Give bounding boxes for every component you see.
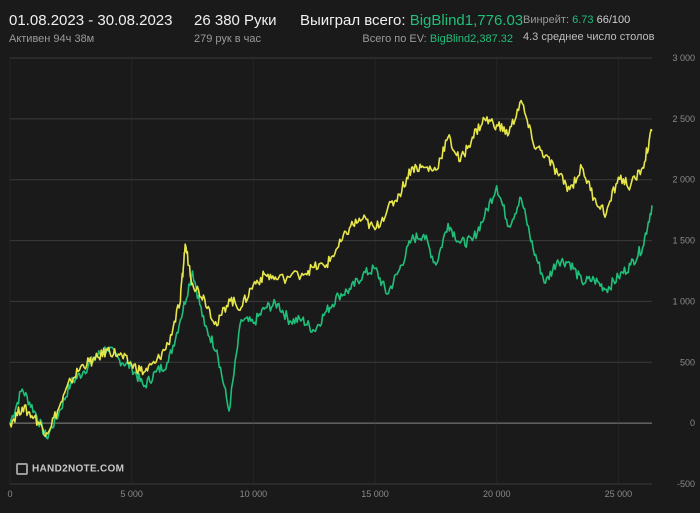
y-tick-label: 3 000 (672, 53, 695, 63)
date-range[interactable]: 01.08.2023 - 30.08.2023 (9, 12, 173, 29)
winrate-value: 6.73 (572, 14, 594, 26)
avg-tables: 4.3 среднее число столов (523, 31, 655, 43)
active-time: Активен 94ч 38м (9, 33, 95, 45)
x-tick-label: 10 000 (240, 489, 268, 499)
ev-series-line (9, 185, 653, 440)
won-value: BigBlind1,776.03 (409, 12, 524, 29)
hand2note-logo: HAND2NOTE.COM (16, 463, 124, 475)
x-tick-label: 5 000 (120, 489, 143, 499)
ev-label: Всего по EV: (362, 33, 427, 45)
grid (9, 57, 652, 485)
ev-value: BigBlind2,387.32 (429, 33, 513, 45)
x-tick-label: 15 000 (361, 489, 389, 499)
x-tick-label: 0 (7, 489, 12, 499)
hands-per-hour: 279 рук в час (194, 33, 262, 45)
x-tick-label: 25 000 (605, 489, 633, 499)
winrate: Винрейт: 6.73 66/100 (523, 14, 630, 26)
y-tick-label: 0 (690, 418, 695, 428)
won-total: Выиграл всего: BigBlind1,776.03 (300, 12, 523, 29)
winrate-label: Винрейт: (523, 14, 570, 26)
y-tick-label: 1 500 (672, 236, 695, 246)
x-axis-ticks: 0 5 000 10 000 15 000 20 000 25 000 (7, 489, 632, 499)
y-tick-label: -500 (677, 479, 695, 489)
hand2note-mark-icon (16, 463, 28, 475)
y-tick-label: 1 000 (672, 296, 695, 306)
logo-text: HAND2NOTE.COM (32, 463, 125, 475)
series-lines (9, 99, 653, 440)
won-label: Выиграл всего: (300, 12, 406, 29)
winnings-series-line (9, 99, 653, 438)
hands-count: 26 380 Руки (194, 12, 277, 29)
y-tick-label: 500 (680, 357, 695, 367)
y-tick-label: 2 000 (672, 175, 695, 185)
x-tick-label: 20 000 (483, 489, 511, 499)
winrate-sample: 66/100 (596, 14, 631, 26)
y-axis-ticks: 3 000 2 500 2 000 1 500 1 000 500 0 -500 (672, 53, 695, 489)
stats-header: 01.08.2023 - 30.08.2023 Активен 94ч 38м … (0, 0, 700, 50)
y-tick-label: 2 500 (672, 114, 695, 124)
ev-total: Всего по EV: BigBlind2,387.32 (362, 33, 513, 45)
